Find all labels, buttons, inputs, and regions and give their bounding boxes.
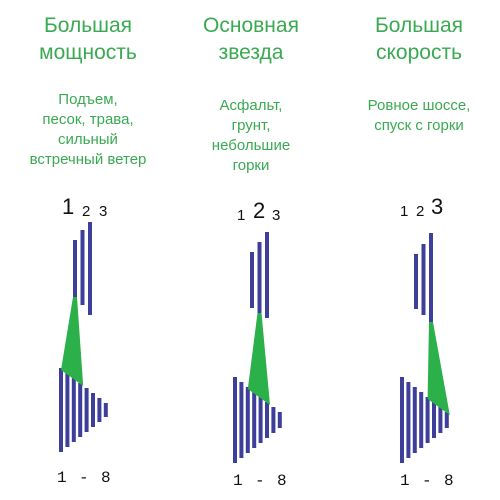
gear-scheme [400,233,450,463]
chain-line [61,297,84,386]
mode-title-line: звезда [218,41,284,64]
gear-scheme [59,222,108,452]
mode-description-line: Подъем, [58,91,118,108]
mode-title-line: мощность [39,41,137,64]
mode-description-line: грунт, [231,117,271,134]
mode-description-line: сильный [58,131,118,148]
mode-title-line: Большая [43,14,133,37]
mode-description-line: Асфальт, [219,97,283,114]
rear-cassette-label: 1 - 8 [5,469,171,491]
rear-label-dash: - [422,472,432,490]
front-label-3: 3 [99,203,108,220]
front-chainring-labels: 1 2 3 [5,190,171,220]
rear-cassette-label: 1 - 8 [168,472,334,494]
front-label-2: 2 [253,198,266,223]
mode-description-line: песок, трава, [42,111,134,128]
rear-label-start: 1 [57,469,67,487]
rear-cassette-label: 1 - 8 [336,472,500,494]
mode-column-power: Большая мощность Подъем, песок, трава, с… [5,0,171,500]
front-chainring-labels: 1 2 3 [168,194,334,224]
front-label-1: 1 [237,207,246,224]
rear-label-end: 8 [444,472,454,490]
mode-title: Основная звезда [168,12,334,66]
rear-label-dash: - [255,472,265,490]
front-chainring-labels: 1 2 3 [336,190,500,220]
mode-description-line: встречный ветер [29,151,147,168]
gear-scheme [233,232,282,463]
mode-description-line: Ровное шоссе, [367,97,471,114]
mode-description: Подъем, песок, трава, сильный встречный … [5,90,171,170]
rear-label-dash: - [79,469,89,487]
front-label-2: 2 [82,203,91,220]
mode-description-line: спуск с горки [374,117,464,134]
front-label-3: 3 [431,194,444,219]
front-label-1: 1 [400,203,409,220]
front-label-1: 1 [62,194,75,219]
chain-line [247,313,270,405]
chain-line [427,322,450,415]
mode-title: Большая мощность [5,12,171,66]
mode-column-speed: Большая скорость Ровное шоссе, спуск с г… [336,0,500,500]
mode-title: Большая скорость [336,12,500,66]
mode-title-line: Основная [203,14,299,37]
rear-label-start: 1 [233,472,243,490]
front-label-2: 2 [416,203,425,220]
mode-description: Асфальт, грунт, небольшие горки [168,96,334,176]
mode-column-main: Основная звезда Асфальт, грунт, небольши… [168,0,334,500]
rear-label-end: 8 [277,472,287,490]
mode-title-line: Большая [374,14,464,37]
rear-label-start: 1 [400,472,410,490]
front-label-3: 3 [272,207,281,224]
mode-description-line: горки [232,157,270,174]
mode-title-line: скорость [375,41,463,64]
mode-description-line: небольшие [211,137,291,154]
mode-description: Ровное шоссе, спуск с горки [336,96,500,136]
rear-label-end: 8 [101,469,111,487]
